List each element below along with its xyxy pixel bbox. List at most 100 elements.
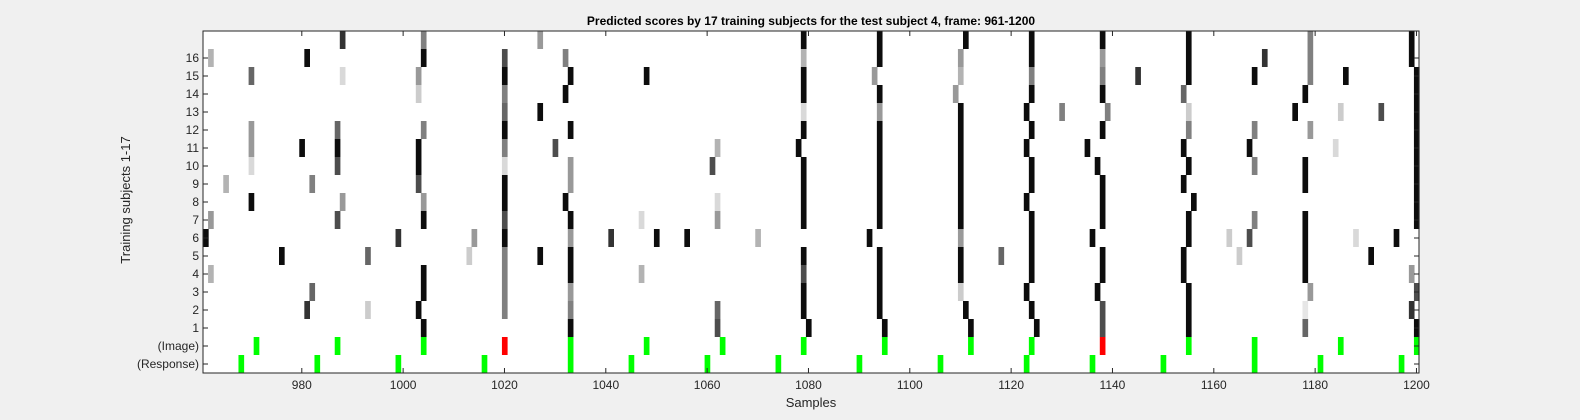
subject-cell [501,301,508,319]
subject-cell [957,139,964,157]
subject-cell [1099,193,1106,211]
y-tick-label: 12 [186,123,200,137]
subject-cell [1185,211,1192,229]
subject-cell [248,121,255,139]
subject-cell [309,175,316,193]
subject-cell [1302,229,1309,247]
subject-cell [501,85,508,103]
subject-cell [800,265,807,283]
subject-cell [881,319,888,337]
subject-cell [638,211,645,229]
subject-cell [1368,247,1374,265]
image-cell [968,337,974,355]
subject-cell [1191,193,1197,211]
subject-cell [1185,31,1192,49]
x-tick-label: 1040 [592,378,619,392]
image-cell [643,337,650,355]
image-cell [334,337,341,355]
subject-cell [562,49,569,67]
y-tick-label: 7 [192,213,199,227]
image-cell [1251,337,1258,355]
subject-cell [957,175,964,193]
response-cell [1317,355,1324,373]
subject-cell [876,175,883,193]
y-tick-label: 14 [186,87,200,101]
subject-cell [800,85,807,103]
subject-cell [957,103,964,121]
y-tick-label: 9 [192,177,199,191]
subject-cell [952,85,959,103]
y-tick-label: 3 [192,285,199,299]
subject-cell [567,211,574,229]
x-axis-label: Samples [786,395,837,410]
subject-cell [304,301,310,319]
subject-cell [501,103,508,121]
y-tick-label: 13 [186,105,200,119]
y-tick-label: 4 [192,267,199,281]
subject-cell [709,157,716,175]
subject-cell [1033,319,1040,337]
subject-cell [1099,121,1106,139]
subject-cell [339,31,346,49]
image-cell [719,337,726,355]
subject-cell [876,121,883,139]
subject-cell [1251,67,1258,85]
subject-cell [1028,31,1035,49]
plot-area [203,31,1419,373]
subject-cell [1180,139,1187,157]
subject-cell [420,211,427,229]
subject-cell [365,247,371,265]
subject-cell [537,31,544,49]
subject-cell [537,103,544,121]
response-cell [856,355,863,373]
subject-cell [248,193,255,211]
subject-cell [1028,121,1035,139]
subject-cell [1028,247,1035,265]
subject-cell [501,121,508,139]
subject-cell [1337,103,1344,121]
subject-cell [876,85,883,103]
subject-cell [420,283,427,301]
subject-cell [1246,229,1253,247]
subject-cell [1302,85,1309,103]
subject-cell [1226,229,1233,247]
subject-cell [567,175,574,193]
subject-cell [1251,121,1258,139]
subject-cell [248,139,255,157]
subject-cell [800,49,807,67]
subject-cell [1099,49,1106,67]
subject-cell [501,157,508,175]
y-tick-label: 11 [187,141,200,155]
x-tick-label: 1060 [694,378,721,392]
subject-cell [339,67,346,85]
subject-cell [501,67,508,85]
subject-cell [1185,283,1192,301]
subject-cell [567,319,574,337]
subject-cell [501,265,508,283]
subject-cell [223,175,229,193]
subject-cell [1099,67,1106,85]
subject-cell [1307,121,1314,139]
x-tick-label: 1100 [897,378,923,392]
image-cell [501,337,508,355]
subject-cell [334,121,341,139]
subject-cell [1099,319,1106,337]
image-cell [1099,337,1106,355]
subject-cell [1099,31,1106,49]
subject-cell [1185,121,1192,139]
subject-cell [1378,103,1385,121]
subject-cell [957,121,964,139]
subject-cell [279,247,285,265]
subject-cell [567,247,574,265]
subject-cell [876,193,883,211]
x-tick-label: 1180 [1302,378,1328,392]
subject-cell [1099,85,1106,103]
subject-cell [876,247,883,265]
image-cell [567,337,574,355]
image-cell [881,337,888,355]
subject-cell [415,67,422,85]
x-tick-label: 1120 [998,378,1024,392]
response-cell [567,355,574,373]
subject-cell [1302,211,1309,229]
